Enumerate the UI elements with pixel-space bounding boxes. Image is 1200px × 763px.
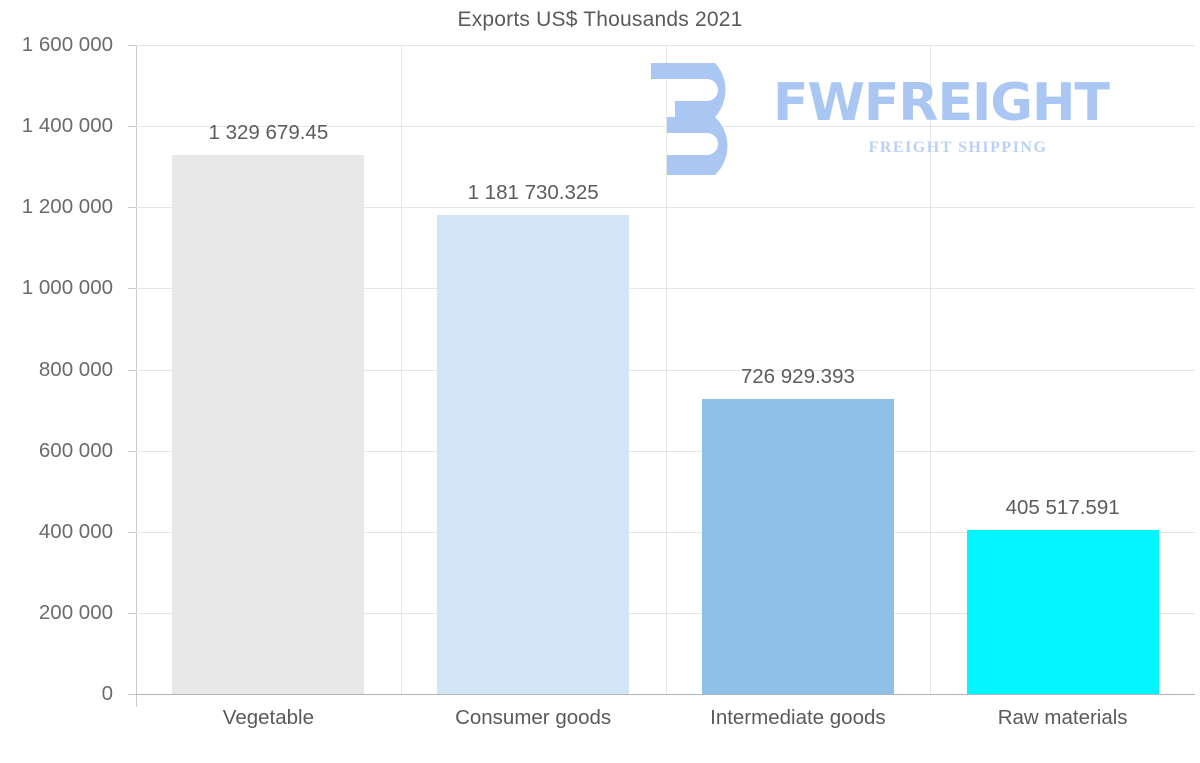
bar[interactable] bbox=[701, 399, 894, 694]
y-axis-tick-mark bbox=[128, 531, 136, 533]
y-axis-tick-mark bbox=[128, 126, 136, 128]
y-axis-tick-mark bbox=[128, 694, 136, 695]
bar-value-label: 1 329 679.45 bbox=[208, 120, 329, 144]
bar[interactable] bbox=[966, 529, 1159, 694]
bar-value-label: 405 517.591 bbox=[1005, 495, 1120, 519]
y-axis-tick-label: 800 000 bbox=[38, 357, 113, 381]
y-axis-tick-label: 1 400 000 bbox=[21, 114, 113, 138]
bar[interactable] bbox=[437, 214, 630, 694]
x-axis-tick-label: Intermediate goods bbox=[710, 706, 886, 729]
x-axis-tick-label: Raw materials bbox=[997, 706, 1128, 729]
y-axis-tick-label: 1 600 000 bbox=[21, 33, 113, 56]
y-axis-tick-mark bbox=[128, 612, 136, 614]
plot-area bbox=[136, 45, 1195, 695]
bar-value-label: 726 929.393 bbox=[740, 365, 855, 389]
y-axis-tick-label: 1 000 000 bbox=[21, 276, 113, 300]
y-axis-tick-label: 200 000 bbox=[38, 600, 113, 624]
y-axis-tick-label: 400 000 bbox=[38, 519, 113, 543]
y-axis-tick-label: 0 bbox=[101, 682, 113, 705]
y-axis-tick-label: 1 200 000 bbox=[21, 195, 113, 219]
category-separator bbox=[400, 45, 402, 694]
category-separator bbox=[665, 45, 667, 694]
y-axis-tick-mark bbox=[128, 450, 136, 452]
bar-value-label: 1 181 730.325 bbox=[467, 180, 599, 204]
y-axis-tick-label: 600 000 bbox=[38, 438, 113, 462]
gridline bbox=[136, 694, 1195, 695]
chart-title: Exports US$ Thousands 2021 bbox=[457, 8, 743, 31]
y-axis-line bbox=[136, 45, 137, 707]
y-axis-tick-mark bbox=[128, 288, 136, 290]
bar[interactable] bbox=[172, 154, 365, 694]
y-axis-tick-mark bbox=[128, 207, 136, 209]
x-axis-tick-label: Consumer goods bbox=[455, 706, 612, 729]
y-axis-tick-mark bbox=[128, 369, 136, 371]
y-axis-tick-mark bbox=[128, 45, 136, 46]
x-axis-tick-label: Vegetable bbox=[222, 706, 314, 729]
category-separator bbox=[930, 45, 932, 694]
